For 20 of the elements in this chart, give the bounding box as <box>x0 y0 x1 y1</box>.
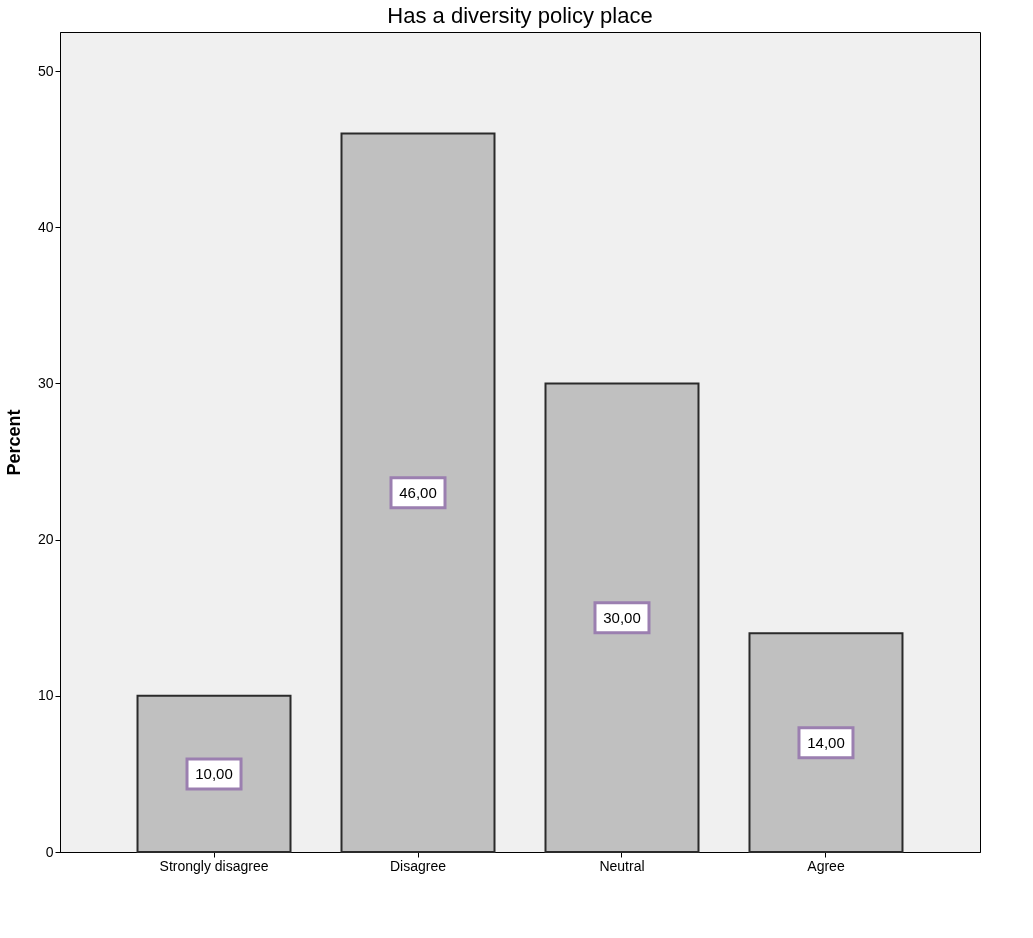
y-tick-label: 20 <box>37 531 54 548</box>
y-tick-label: 40 <box>37 218 54 235</box>
data-label: 30,00 <box>603 608 641 626</box>
bar <box>136 694 292 853</box>
y-tick-label: 10 <box>37 687 54 704</box>
x-tick-label: Strongly disagree <box>159 857 269 874</box>
y-axis-title: Percent <box>3 409 24 476</box>
y-tick-label: 30 <box>37 374 54 391</box>
x-tick-label: Agree <box>807 857 845 874</box>
y-tick-label: 0 <box>45 843 54 860</box>
x-tick-label: Neutral <box>599 857 645 874</box>
x-tick-label: Disagree <box>389 857 447 874</box>
bar <box>748 632 904 853</box>
data-label: 10,00 <box>195 764 233 782</box>
bar <box>544 382 700 853</box>
y-tick-label: 50 <box>37 62 54 79</box>
bar <box>340 132 496 853</box>
data-label: 14,00 <box>807 733 845 751</box>
chart-title: Has a diversity policy place <box>387 3 653 28</box>
data-label: 46,00 <box>399 483 437 501</box>
